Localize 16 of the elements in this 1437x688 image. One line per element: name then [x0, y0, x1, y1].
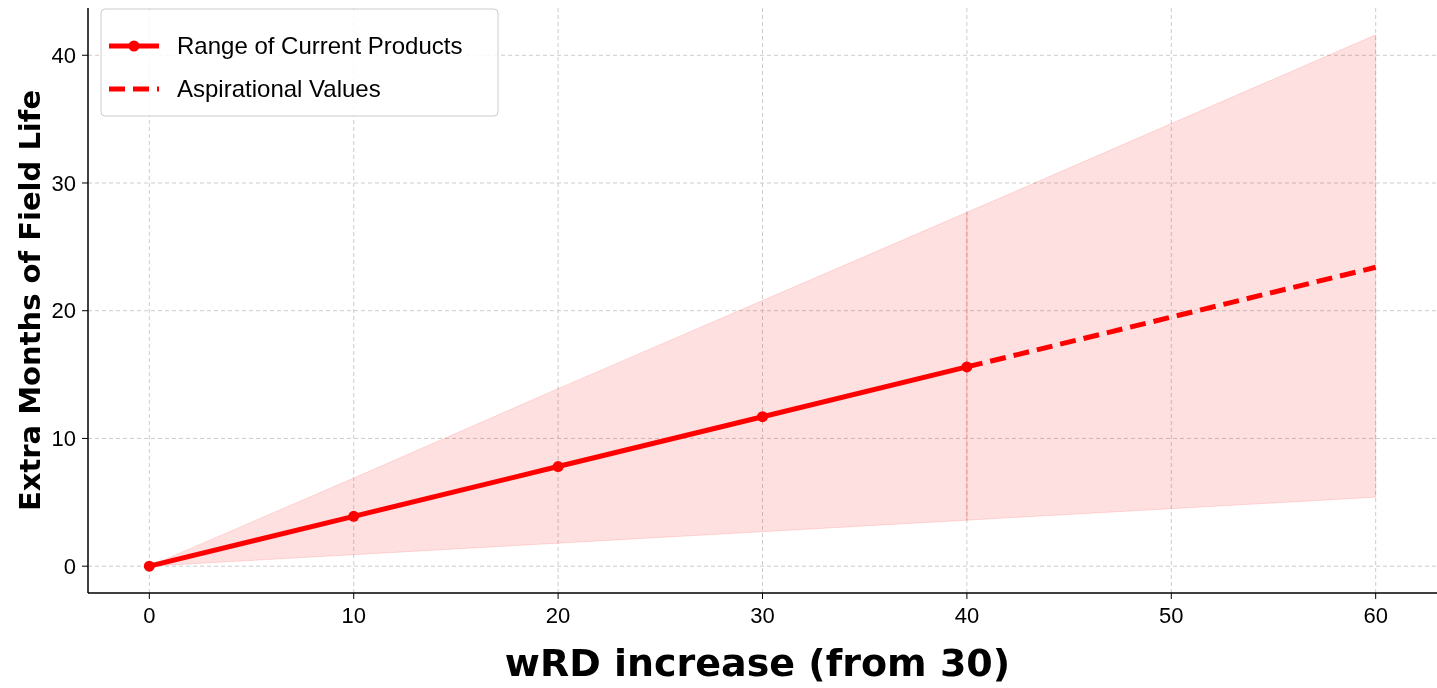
x-tick-label: 60 — [1363, 603, 1388, 628]
legend-label: Aspirational Values — [177, 75, 381, 103]
y-tick-label: 10 — [51, 426, 76, 452]
y-tick-label: 40 — [51, 42, 76, 68]
y-axis-title: Extra Months of Field Life — [13, 89, 47, 512]
y-tick-label: 0 — [63, 553, 76, 579]
y-tick-label: 30 — [51, 170, 76, 196]
x-tick-label: 30 — [750, 603, 775, 628]
x-tick-label: 0 — [143, 603, 156, 628]
x-tick-label: 10 — [341, 603, 366, 628]
x-tick-label: 40 — [954, 603, 980, 628]
y-tick-label: 20 — [51, 298, 76, 324]
x-axis-title: wRD increase (from 30) — [504, 641, 1011, 685]
legend-label: Range of Current Products — [177, 32, 463, 60]
x-tick-label: 20 — [545, 603, 571, 628]
x-tick-label: 50 — [1159, 603, 1184, 628]
